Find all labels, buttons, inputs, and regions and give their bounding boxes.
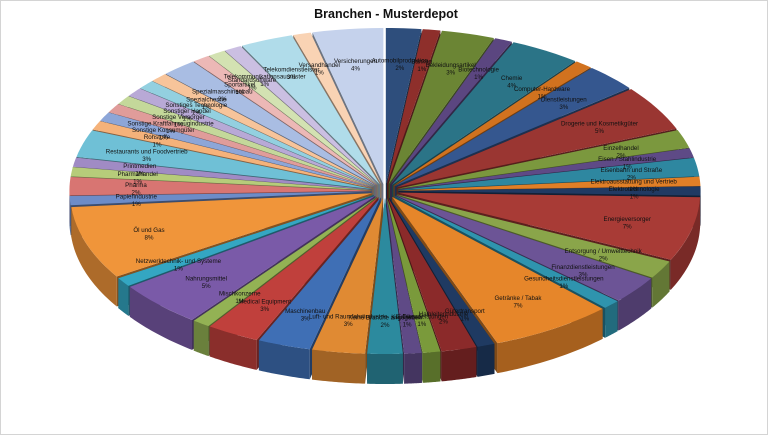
slice-wall-it-dienstleistungen-0 (423, 351, 441, 382)
slice-tops (69, 28, 700, 354)
chart-title: Branchen - Musterdepot (314, 7, 459, 21)
slice-wall-mischkonzerne-0 (194, 321, 209, 356)
slice-wall-guetertransport-0 (478, 344, 495, 377)
slice-wall-luft-und-raumfahrtindustrie-0 (312, 350, 365, 384)
slice-wall-keine-branche-angegeben-0 (367, 354, 403, 384)
slice-wall-kaufhaeuser-0 (404, 353, 422, 384)
slice-wall-halbleiterindustrie-0 (442, 347, 477, 381)
